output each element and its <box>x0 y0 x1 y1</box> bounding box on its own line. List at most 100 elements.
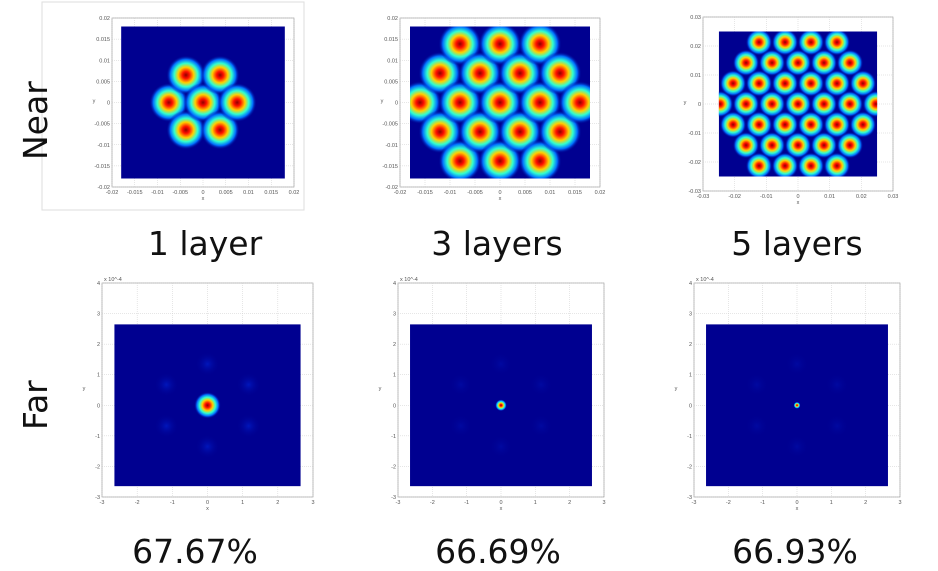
plot-3: -0.03 -0.02 -0.01 0 0.01 0.02 0.03 0.03 0.02 0.01… <box>684 15 899 206</box>
y-axis-label: y <box>684 100 687 106</box>
y-tick-label: -2 <box>95 464 100 470</box>
central-spot <box>495 399 507 412</box>
y-tick-label: 0.015 <box>384 37 398 43</box>
x-tick-label: -0.015 <box>417 190 433 196</box>
y-tick-label: 0.01 <box>690 73 701 79</box>
intensity-spot <box>719 111 747 138</box>
axis-exponent: x 10^-4 <box>696 277 714 283</box>
y-tick-label: -3 <box>391 495 396 501</box>
intensity-spot <box>745 152 773 177</box>
y-tick-label: 0 <box>97 403 100 409</box>
y-axis-label: y <box>381 99 384 105</box>
y-tick-label: -0.03 <box>688 189 701 195</box>
y-tick-label: 0 <box>689 403 692 409</box>
axis-exponent: x 10^-4 <box>400 277 418 283</box>
x-axis-label: x <box>796 506 799 512</box>
x-tick-label: 1 <box>830 500 833 506</box>
side-lobe <box>784 351 810 377</box>
y-tick-label: 0 <box>698 102 701 108</box>
y-tick-label: -1 <box>391 434 396 440</box>
x-tick-label: 0 <box>499 500 502 506</box>
y-tick-label: 0.015 <box>96 37 110 43</box>
y-tick-label: -0.005 <box>94 122 110 128</box>
y-tick-label: 0.01 <box>387 58 398 64</box>
axis-exponent: x 10^-4 <box>104 277 122 283</box>
intensity-spot <box>758 49 786 77</box>
y-tick-label: 0.02 <box>387 16 398 22</box>
intensity-spot <box>732 131 760 159</box>
central-spot <box>194 391 221 419</box>
intensity-spot <box>784 90 812 118</box>
heatmap <box>121 26 285 179</box>
intensity-spot <box>745 31 773 56</box>
y-tick-label: 1 <box>97 373 100 379</box>
intensity-spot <box>719 70 747 97</box>
x-tick-label: 3 <box>602 500 605 506</box>
x-axis-label: x <box>797 200 800 206</box>
x-tick-label: -0.005 <box>172 190 188 196</box>
heatmap <box>410 26 590 179</box>
y-tick-label: -2 <box>687 464 692 470</box>
y-tick-label: -0.02 <box>385 185 398 191</box>
y-tick-label: 0 <box>107 101 110 107</box>
central-spot <box>793 401 801 409</box>
y-tick-label: 0.005 <box>384 79 398 85</box>
side-lobe <box>825 413 850 438</box>
side-lobe <box>154 372 179 397</box>
x-tick-label: -3 <box>396 500 401 506</box>
x-tick-label: -0.02 <box>106 190 119 196</box>
intensity-spot <box>217 82 257 123</box>
x-tick-label: 3 <box>898 500 901 506</box>
intensity-spot <box>732 49 760 77</box>
y-tick-label: -3 <box>687 495 692 501</box>
y-tick-label: 0.01 <box>99 58 110 64</box>
x-tick-label: 2 <box>864 500 867 506</box>
y-axis-label: y <box>83 386 86 392</box>
intensity-spot <box>771 111 799 138</box>
intensity-spot <box>771 152 799 177</box>
y-tick-label: 2 <box>97 342 100 348</box>
x-tick-label: -1 <box>170 500 175 506</box>
x-tick-label: -0.02 <box>394 190 407 196</box>
y-tick-label: 0 <box>393 403 396 409</box>
y-tick-label: -0.01 <box>385 143 398 149</box>
x-tick-label: 0.01 <box>243 190 254 196</box>
intensity-spot <box>797 111 825 138</box>
y-tick-label: 1 <box>393 373 396 379</box>
intensity-spot <box>784 131 812 159</box>
intensity-spot <box>823 31 851 56</box>
x-tick-label: 0.005 <box>518 190 532 196</box>
x-tick-label: -0.01 <box>151 190 164 196</box>
intensity-spot <box>836 90 864 118</box>
intensity-spot <box>797 152 825 177</box>
x-axis-label: x <box>206 506 209 512</box>
side-lobe <box>825 372 850 397</box>
x-tick-label: 0.01 <box>545 190 556 196</box>
y-tick-label: -3 <box>95 495 100 501</box>
side-lobe <box>448 413 473 438</box>
heatmap <box>410 324 592 487</box>
y-tick-label: 2 <box>393 342 396 348</box>
y-tick-label: -0.015 <box>382 164 398 170</box>
side-lobe <box>744 413 769 438</box>
side-lobe <box>529 372 554 397</box>
title-1-layer: 1 layer <box>148 224 263 263</box>
heatmap <box>706 324 888 487</box>
x-tick-label: 0.02 <box>856 194 867 200</box>
intensity-spot <box>823 70 851 97</box>
plot-2: -0.02 -0.015 -0.01 -0.005 0 0.005 0.01 0.015 0.0… <box>381 16 606 202</box>
x-tick-label: 0 <box>206 500 209 506</box>
y-tick-label: 3 <box>97 312 100 318</box>
x-axis-label: x <box>500 506 503 512</box>
y-tick-label: 4 <box>393 281 396 287</box>
efficiency-3-layers: 66.69% <box>435 532 561 571</box>
y-tick-label: 0.02 <box>690 44 701 50</box>
side-lobe <box>195 351 220 377</box>
x-tick-label: -2 <box>726 500 731 506</box>
y-tick-label: -2 <box>391 464 396 470</box>
x-tick-label: -0.01 <box>760 194 773 200</box>
plot-1: -0.02 -0.015 -0.01 -0.005 0 0.005 0.01 0.015 0.0… <box>93 16 300 202</box>
intensity-spot <box>771 31 799 56</box>
x-tick-label: -1 <box>760 500 765 506</box>
